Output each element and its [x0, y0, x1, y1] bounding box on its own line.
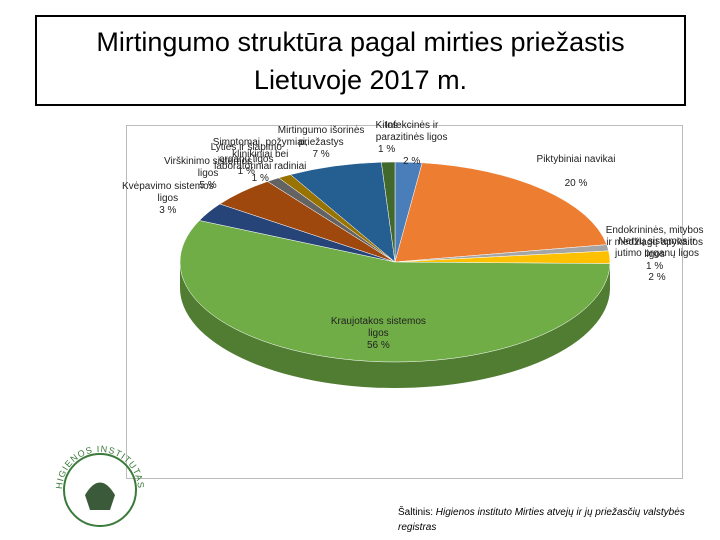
- pie-slice: [179, 220, 611, 363]
- source: Šaltinis: Higienos instituto Mirties atv…: [398, 505, 698, 535]
- logo-ring: [63, 453, 137, 527]
- value-label: 1 %: [646, 260, 664, 272]
- value-label: 20 %: [564, 177, 588, 189]
- category-label: Infekcinės ir parazitinės ligos: [375, 120, 448, 144]
- category-label: Kraujotakos sistemos ligos: [330, 316, 426, 340]
- chart-title: Mirtingumo struktūra pagal mirties priež…: [35, 15, 686, 106]
- value-label: 2 %: [403, 156, 421, 168]
- source-label: Šaltinis:: [398, 507, 434, 518]
- value-label: 1 %: [251, 173, 269, 185]
- logo-icon: [85, 482, 115, 510]
- category-label: Lyties ir šlapimo organų ligos: [210, 141, 282, 165]
- category-label: Piktybiniai navikai: [536, 153, 616, 165]
- category-label: Mirtingumo išorinės priežastys: [277, 124, 365, 148]
- category-label: Endokrininės, mitybos ir medžiagų apykai…: [605, 224, 704, 260]
- category-label: Simptomai, požymiai, klinikiniai bei lab…: [212, 137, 308, 173]
- value-label: 56 %: [367, 340, 390, 352]
- value-label: 5 %: [199, 180, 217, 192]
- source-text: Higienos instituto Mirties atvejų ir jų …: [398, 507, 685, 533]
- value-label: 3 %: [159, 205, 177, 216]
- category-label: Virškinimo sistemos ligos: [163, 156, 253, 180]
- value-label: 7 %: [312, 148, 330, 160]
- pie-slice-side: [180, 262, 610, 389]
- category-label: Kvėpavimo sistemos ligos: [121, 181, 214, 204]
- value-label: 1 %: [378, 144, 396, 156]
- pie-slice: [394, 162, 608, 263]
- pie-slice: [381, 161, 396, 263]
- value-label: 1 %: [237, 165, 255, 177]
- category-label: Nervų sistemos ir jutimo organų ligos: [615, 236, 699, 260]
- value-label: 2 %: [648, 272, 666, 284]
- category-label: Kitos: [375, 120, 398, 132]
- chart-frame: [126, 125, 683, 479]
